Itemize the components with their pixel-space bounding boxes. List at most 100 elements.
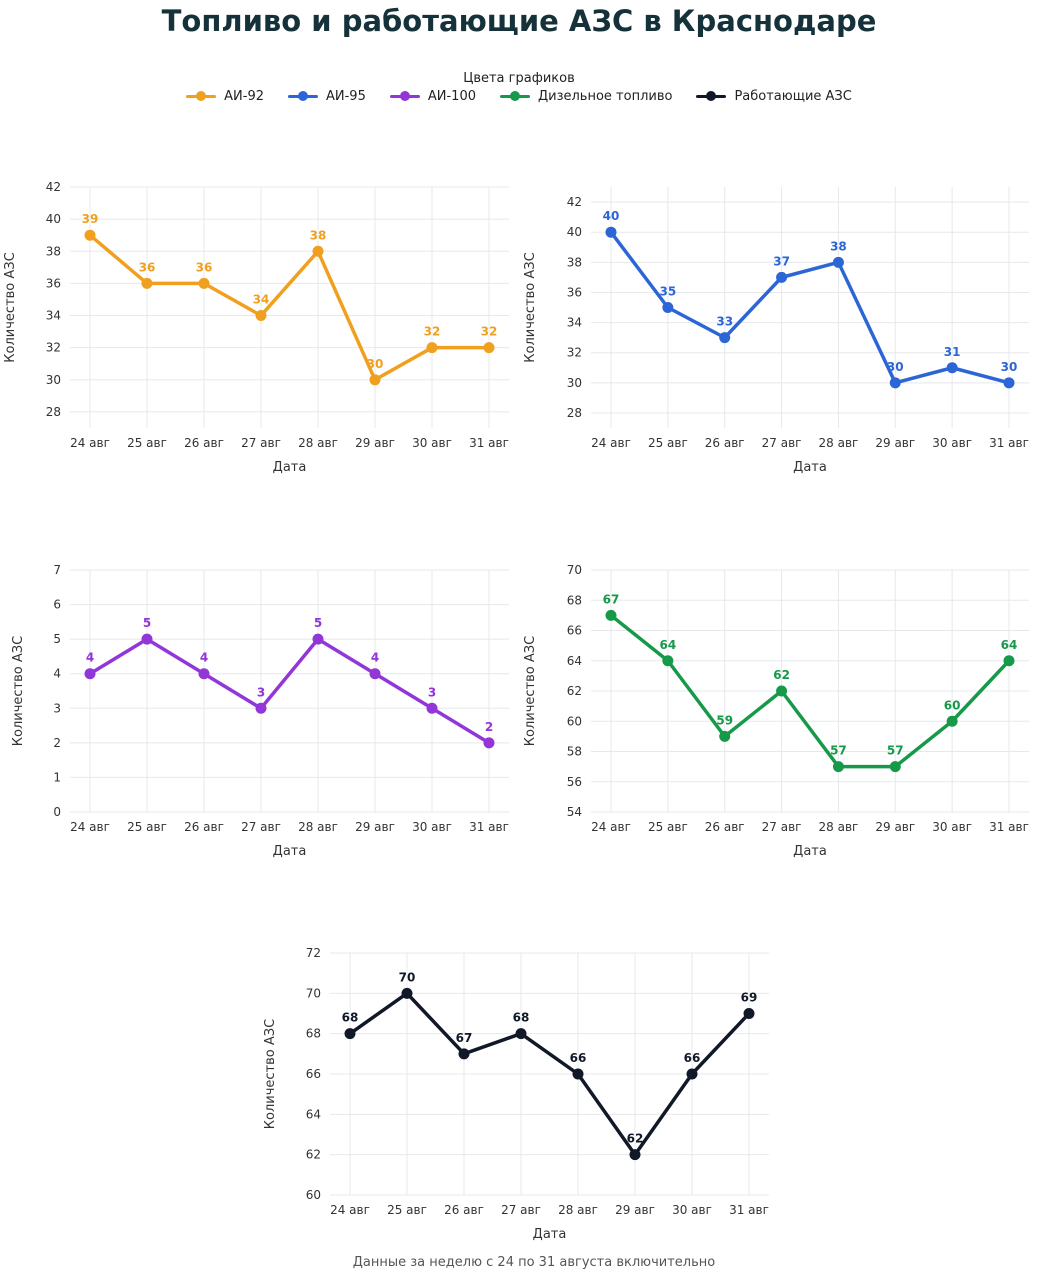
legend-swatch bbox=[288, 91, 318, 101]
x-tick-label: 29 авг bbox=[615, 1203, 655, 1217]
x-tick-label: 26 авг bbox=[705, 820, 745, 834]
y-tick-label: 60 bbox=[306, 1188, 321, 1202]
x-tick-label: 31 авг bbox=[989, 820, 1029, 834]
data-point bbox=[686, 1068, 698, 1080]
y-axis-label: Количество АЗС bbox=[263, 1019, 278, 1129]
data-point bbox=[426, 702, 438, 714]
x-tick-label: 28 авг bbox=[819, 436, 859, 450]
data-label: 31 bbox=[944, 345, 961, 359]
y-tick-label: 70 bbox=[306, 986, 321, 1000]
x-axis-label: Дата bbox=[533, 1227, 567, 1242]
y-tick-label: 34 bbox=[46, 309, 61, 323]
y-tick-label: 1 bbox=[53, 770, 61, 784]
x-tick-label: 27 авг bbox=[762, 436, 802, 450]
legend-label: АИ-92 bbox=[224, 89, 264, 104]
data-point bbox=[889, 377, 901, 389]
y-tick-label: 40 bbox=[567, 225, 582, 239]
data-label: 67 bbox=[603, 592, 620, 606]
data-label: 57 bbox=[887, 744, 904, 758]
legend-item-ai92[interactable]: АИ-92 bbox=[186, 89, 264, 104]
x-tick-label: 24 авг bbox=[591, 820, 631, 834]
y-tick-label: 7 bbox=[53, 563, 61, 577]
y-tick-label: 4 bbox=[53, 667, 61, 681]
data-label: 59 bbox=[716, 713, 733, 727]
series-line bbox=[88, 637, 491, 745]
x-axis-label: Дата bbox=[273, 460, 307, 475]
x-tick-label: 25 авг bbox=[648, 820, 688, 834]
y-axis-label: Количество АЗС bbox=[11, 636, 26, 746]
data-point bbox=[1003, 655, 1015, 667]
x-tick-label: 27 авг bbox=[241, 820, 281, 834]
data-label: 66 bbox=[684, 1051, 701, 1065]
data-label: 3 bbox=[257, 685, 265, 699]
legend-swatch bbox=[696, 91, 727, 101]
data-point bbox=[483, 737, 495, 749]
legend-item-diesel[interactable]: Дизельное топливо bbox=[499, 89, 673, 104]
series-line bbox=[609, 613, 1011, 769]
y-tick-label: 6 bbox=[53, 598, 61, 612]
y-tick-label: 2 bbox=[53, 736, 61, 750]
series-line bbox=[609, 230, 1011, 385]
y-tick-label: 36 bbox=[567, 285, 582, 299]
data-label: 66 bbox=[570, 1051, 587, 1065]
data-point bbox=[401, 987, 413, 999]
y-tick-label: 30 bbox=[567, 376, 582, 390]
footnote: Данные за неделю с 24 по 31 августа вклю… bbox=[352, 1255, 716, 1270]
data-point bbox=[662, 655, 674, 667]
data-point bbox=[1003, 377, 1015, 389]
legend-label: Дизельное топливо bbox=[537, 89, 673, 104]
y-tick-label: 38 bbox=[567, 255, 582, 269]
data-label: 36 bbox=[196, 260, 213, 274]
x-tick-label: 26 авг bbox=[184, 820, 224, 834]
y-axis-label: Количество АЗС bbox=[523, 252, 538, 362]
data-point bbox=[662, 302, 674, 313]
legend: АИ-92 АИ-95 АИ-100 Дизельное топливо Раб… bbox=[0, 89, 1038, 104]
data-label: 34 bbox=[253, 293, 270, 307]
y-tick-label: 62 bbox=[567, 684, 582, 698]
y-tick-label: 58 bbox=[567, 745, 582, 759]
data-label: 30 bbox=[1001, 360, 1018, 374]
x-tick-label: 25 авг bbox=[387, 1203, 427, 1217]
data-point bbox=[84, 229, 96, 241]
data-label: 30 bbox=[887, 360, 904, 374]
data-label: 33 bbox=[716, 315, 733, 329]
y-tick-label: 70 bbox=[567, 563, 582, 577]
data-label: 5 bbox=[143, 616, 151, 630]
data-point bbox=[84, 668, 96, 680]
data-label: 4 bbox=[200, 651, 208, 665]
data-label: 36 bbox=[139, 260, 156, 274]
legend-label: АИ-95 bbox=[326, 89, 366, 104]
legend-swatch bbox=[499, 91, 530, 101]
data-point bbox=[426, 342, 438, 354]
chart-stations: 60 62 64 66 68 70 72 24 авг 25 авг 26 авг 27 авг 28… bbox=[263, 946, 769, 1242]
x-tick-label: 25 авг bbox=[127, 436, 167, 450]
series-line bbox=[348, 991, 751, 1157]
y-tick-label: 28 bbox=[567, 406, 582, 420]
y-tick-label: 68 bbox=[567, 593, 582, 607]
x-tick-label: 26 авг bbox=[705, 436, 745, 450]
legend-swatch bbox=[389, 91, 420, 101]
y-axis-label: Количество АЗС bbox=[523, 636, 538, 746]
x-tick-label: 25 авг bbox=[648, 436, 688, 450]
x-tick-label: 29 авг bbox=[355, 436, 395, 450]
y-tick-label: 68 bbox=[306, 1027, 321, 1041]
x-tick-label: 30 авг bbox=[412, 820, 452, 834]
data-point bbox=[198, 668, 210, 680]
data-point bbox=[255, 310, 267, 322]
legend-item-stations[interactable]: Работающие АЗС bbox=[696, 89, 852, 104]
y-tick-label: 64 bbox=[306, 1107, 321, 1121]
y-tick-label: 32 bbox=[46, 341, 61, 355]
y-tick-label: 0 bbox=[53, 805, 61, 819]
data-label: 5 bbox=[314, 616, 322, 630]
legend-item-ai95[interactable]: АИ-95 bbox=[288, 89, 366, 104]
page-title: Топливо и работающие АЗС в Краснодаре bbox=[161, 4, 877, 38]
legend-item-ai100[interactable]: АИ-100 bbox=[389, 89, 476, 104]
data-point bbox=[369, 668, 381, 680]
data-label: 70 bbox=[399, 970, 416, 984]
y-tick-label: 5 bbox=[53, 632, 61, 646]
x-tick-label: 31 авг bbox=[469, 436, 509, 450]
data-label: 30 bbox=[367, 357, 384, 371]
x-tick-label: 31 авг bbox=[989, 436, 1029, 450]
data-point bbox=[832, 256, 844, 268]
